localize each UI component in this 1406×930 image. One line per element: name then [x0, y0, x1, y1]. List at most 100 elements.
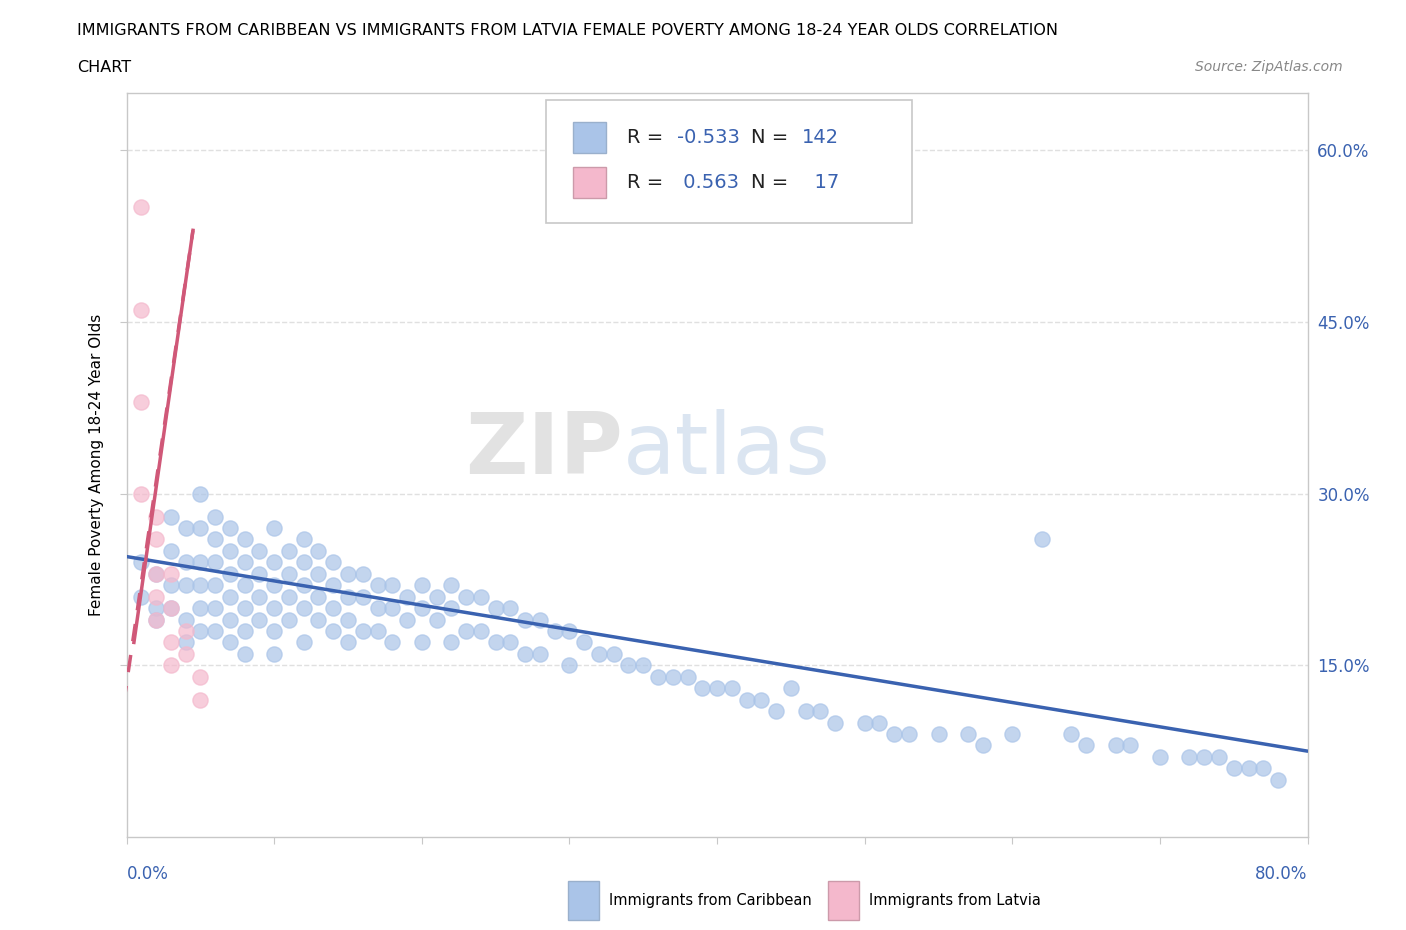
Point	[145, 509, 167, 524]
FancyBboxPatch shape	[546, 100, 912, 223]
Point	[292, 578, 315, 592]
Point	[367, 578, 389, 592]
Point	[1001, 726, 1024, 741]
Point	[204, 623, 226, 638]
Point	[263, 646, 285, 661]
Point	[765, 704, 787, 719]
Point	[1031, 532, 1053, 547]
Point	[129, 555, 153, 570]
Point	[129, 486, 153, 501]
Point	[188, 578, 212, 592]
Point	[617, 658, 640, 672]
Text: 0.0%: 0.0%	[127, 865, 169, 883]
Point	[174, 555, 197, 570]
Point	[219, 566, 242, 581]
Point	[337, 635, 360, 650]
Point	[499, 601, 522, 616]
Point	[160, 658, 183, 672]
Text: CHART: CHART	[77, 60, 131, 75]
Point	[529, 612, 551, 627]
Text: atlas: atlas	[623, 408, 831, 492]
Point	[233, 578, 256, 592]
Point	[188, 670, 212, 684]
Text: -0.533: -0.533	[676, 128, 740, 147]
Point	[322, 623, 344, 638]
Point	[529, 646, 551, 661]
Point	[337, 566, 360, 581]
Point	[204, 578, 226, 592]
Point	[145, 612, 167, 627]
Point	[499, 635, 522, 650]
Point	[1149, 750, 1171, 764]
Point	[543, 623, 565, 638]
Point	[1105, 738, 1128, 753]
Point	[633, 658, 655, 672]
Point	[381, 601, 404, 616]
Point	[233, 532, 256, 547]
Point	[352, 623, 374, 638]
Point	[233, 623, 256, 638]
Point	[588, 646, 610, 661]
Point	[188, 692, 212, 707]
Point	[219, 590, 242, 604]
Point	[160, 509, 183, 524]
Point	[174, 635, 197, 650]
Text: ZIP: ZIP	[465, 408, 623, 492]
Point	[249, 590, 271, 604]
FancyBboxPatch shape	[574, 166, 606, 198]
Point	[188, 486, 212, 501]
Point	[204, 532, 226, 547]
Text: R =: R =	[627, 128, 669, 147]
Point	[204, 601, 226, 616]
Point	[337, 590, 360, 604]
FancyBboxPatch shape	[574, 122, 606, 153]
Y-axis label: Female Poverty Among 18-24 Year Olds: Female Poverty Among 18-24 Year Olds	[89, 314, 104, 617]
Point	[972, 738, 994, 753]
Point	[308, 612, 330, 627]
Point	[898, 726, 921, 741]
Point	[292, 635, 315, 650]
Point	[676, 670, 699, 684]
Point	[263, 601, 285, 616]
Point	[188, 555, 212, 570]
Point	[484, 601, 508, 616]
Point	[188, 601, 212, 616]
Point	[1267, 772, 1289, 787]
Point	[145, 590, 167, 604]
Point	[440, 601, 463, 616]
Point	[129, 590, 153, 604]
Point	[558, 623, 581, 638]
Point	[869, 715, 891, 730]
Point	[780, 681, 803, 696]
Point	[956, 726, 979, 741]
Point	[219, 521, 242, 536]
Point	[751, 692, 773, 707]
Point	[188, 521, 212, 536]
Point	[249, 566, 271, 581]
Text: Immigrants from Latvia: Immigrants from Latvia	[869, 893, 1040, 908]
Point	[794, 704, 817, 719]
Point	[160, 601, 183, 616]
Point	[1192, 750, 1215, 764]
Point	[233, 555, 256, 570]
Point	[129, 303, 153, 318]
Point	[1178, 750, 1201, 764]
Point	[129, 200, 153, 215]
Point	[853, 715, 876, 730]
Point	[515, 612, 537, 627]
Point	[308, 590, 330, 604]
Point	[174, 521, 197, 536]
Point	[204, 509, 226, 524]
Point	[456, 623, 478, 638]
Point	[160, 543, 183, 558]
Point	[411, 601, 433, 616]
Point	[352, 566, 374, 581]
Point	[928, 726, 950, 741]
Point	[440, 635, 463, 650]
Point	[292, 555, 315, 570]
Point	[129, 394, 153, 409]
Point	[145, 612, 167, 627]
Point	[396, 590, 419, 604]
Point	[160, 635, 183, 650]
Point	[1076, 738, 1098, 753]
